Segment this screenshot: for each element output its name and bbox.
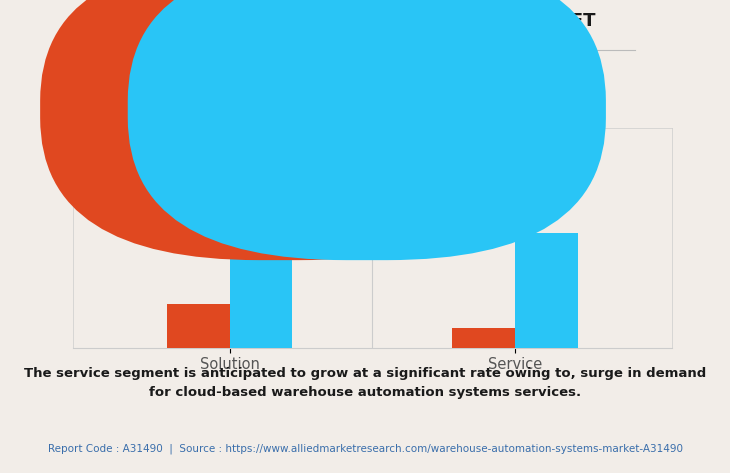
Bar <box>167 304 230 348</box>
Bar <box>452 328 515 348</box>
Text: The service segment is anticipated to grow at a significant rate owing to, surge: The service segment is anticipated to gr… <box>24 367 706 399</box>
Text: 2031: 2031 <box>393 101 428 115</box>
Text: WAREHOUSE AUTOMATION SYSTEMS MARKET: WAREHOUSE AUTOMATION SYSTEMS MARKET <box>134 12 596 30</box>
Text: BY COMPONENT: BY COMPONENT <box>296 59 434 74</box>
Text: Report Code : A31490  |  Source : https://www.alliedmarketresearch.com/warehouse: Report Code : A31490 | Source : https://… <box>47 444 683 454</box>
Text: 2021: 2021 <box>305 101 340 115</box>
Bar <box>515 233 577 348</box>
Bar <box>230 149 293 348</box>
